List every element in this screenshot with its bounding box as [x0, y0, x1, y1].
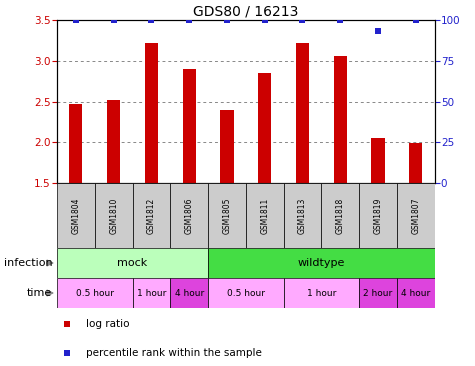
- Bar: [246, 183, 284, 248]
- Text: percentile rank within the sample: percentile rank within the sample: [86, 348, 261, 358]
- Text: mock: mock: [117, 258, 148, 268]
- Bar: [258, 73, 271, 183]
- Text: log ratio: log ratio: [86, 319, 129, 329]
- Bar: [359, 278, 397, 308]
- Bar: [220, 110, 234, 183]
- Text: GSM1812: GSM1812: [147, 197, 156, 234]
- Text: GSM1810: GSM1810: [109, 197, 118, 234]
- Text: GSM1818: GSM1818: [336, 197, 345, 234]
- Bar: [284, 183, 322, 248]
- Bar: [95, 183, 133, 248]
- Text: GSM1807: GSM1807: [411, 197, 420, 234]
- Text: GSM1819: GSM1819: [373, 197, 382, 234]
- Text: GSM1805: GSM1805: [222, 197, 231, 234]
- Text: 0.5 hour: 0.5 hour: [76, 288, 114, 298]
- Bar: [57, 248, 208, 278]
- Text: 1 hour: 1 hour: [137, 288, 166, 298]
- Text: 0.5 hour: 0.5 hour: [227, 288, 265, 298]
- Bar: [133, 183, 171, 248]
- Bar: [397, 278, 435, 308]
- Text: GSM1804: GSM1804: [71, 197, 80, 234]
- Bar: [322, 183, 359, 248]
- Bar: [284, 278, 359, 308]
- Text: GSM1806: GSM1806: [185, 197, 194, 234]
- Bar: [107, 100, 120, 183]
- Bar: [409, 143, 422, 183]
- Text: time: time: [27, 288, 52, 298]
- Bar: [296, 43, 309, 183]
- Text: 2 hour: 2 hour: [363, 288, 393, 298]
- Bar: [57, 278, 133, 308]
- Bar: [133, 278, 171, 308]
- Bar: [208, 278, 284, 308]
- Text: 4 hour: 4 hour: [174, 288, 204, 298]
- Text: GSM1813: GSM1813: [298, 197, 307, 234]
- Text: GSM1811: GSM1811: [260, 197, 269, 234]
- Bar: [397, 183, 435, 248]
- Bar: [57, 183, 95, 248]
- Bar: [371, 138, 385, 183]
- Bar: [208, 183, 246, 248]
- Text: 1 hour: 1 hour: [307, 288, 336, 298]
- Bar: [171, 278, 208, 308]
- Text: infection: infection: [4, 258, 52, 268]
- Bar: [69, 104, 83, 183]
- Bar: [208, 248, 435, 278]
- Text: 4 hour: 4 hour: [401, 288, 430, 298]
- Bar: [359, 183, 397, 248]
- Text: wildtype: wildtype: [298, 258, 345, 268]
- Title: GDS80 / 16213: GDS80 / 16213: [193, 5, 298, 19]
- Bar: [333, 56, 347, 183]
- Bar: [182, 69, 196, 183]
- Bar: [145, 43, 158, 183]
- Bar: [171, 183, 208, 248]
